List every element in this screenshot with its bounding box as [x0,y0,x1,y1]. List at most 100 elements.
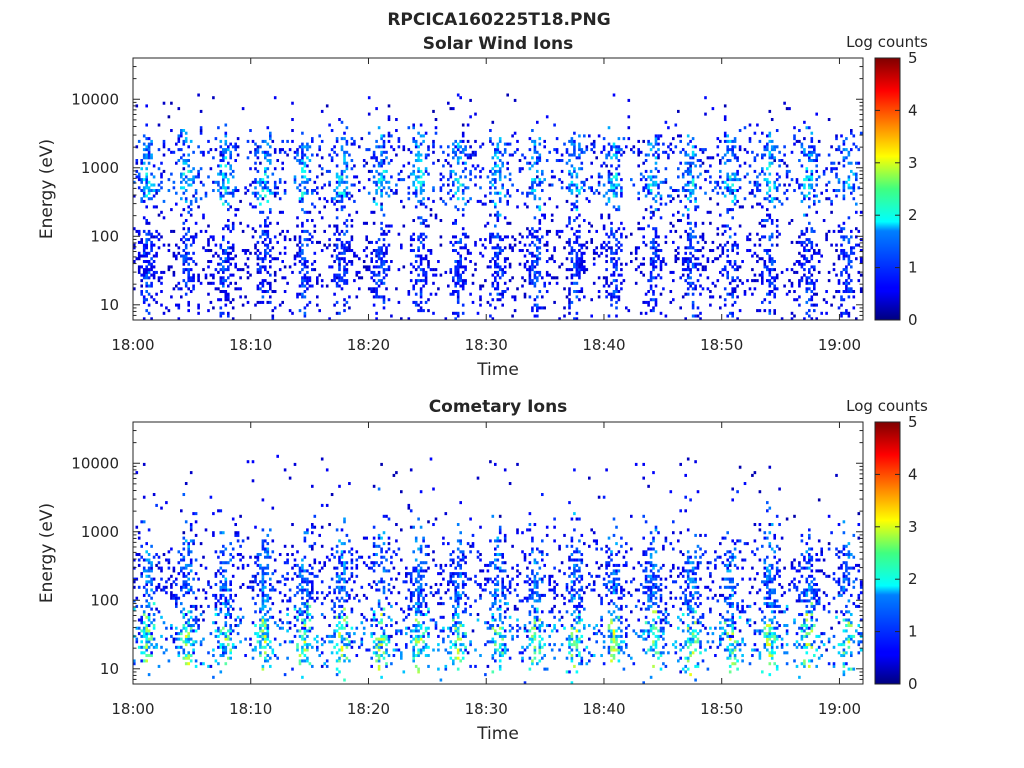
spectrogram-cell [731,314,734,318]
spectrogram-cell [266,232,270,236]
spectrogram-cell [597,290,601,294]
spectrogram-cell [145,640,148,644]
spectrogram-cell [155,563,158,567]
spectrogram-cell [353,142,356,146]
spectrogram-cell [454,145,457,149]
spectrogram-cell [531,178,534,182]
spectrogram-cell [444,202,448,206]
spectrogram-cell [202,662,205,666]
spectrogram-cell [684,189,687,193]
spectrogram-cell [615,262,618,266]
spectrogram-cell [449,169,453,173]
spectrogram-cell [152,265,156,269]
spectrogram-cell [212,254,215,258]
spectrogram-cell [788,183,791,187]
spectrogram-cell [615,249,618,253]
spectrogram-cell [372,199,376,203]
spectrogram-cell [140,640,143,644]
spectrogram-cell [652,153,655,157]
spectrogram-cell [852,246,856,250]
spectrogram-cell [649,178,653,182]
spectrogram-cell [612,191,616,195]
spectrogram-cell [180,566,183,570]
spectrogram-cell [231,169,235,173]
spectrogram-cell [229,626,232,630]
spectrogram-cell [229,262,232,266]
spectrogram-cell [842,238,846,242]
spectrogram-cell [723,298,727,302]
spectrogram-cell [281,148,284,152]
spectrogram-cell [199,604,203,608]
spectrogram-cell [607,240,611,244]
spectrogram-cell [570,300,574,304]
spectrogram-cell [387,115,391,119]
spectrogram-cell [261,295,265,299]
spectrogram-cell [723,118,727,122]
spectrogram-cell [298,662,302,666]
spectrogram-cell [709,156,712,160]
spectrogram-cell [607,216,611,220]
spectrogram-cell [842,164,846,168]
spectrogram-cell [516,139,519,143]
spectrogram-cell [808,221,811,225]
spectrogram-cell [306,279,309,283]
spectrogram-cell [568,306,571,310]
spectrogram-cell [728,139,732,143]
spectrogram-cell [543,281,546,285]
spectrogram-cell [469,172,472,176]
spectrogram-cell [175,577,178,581]
spectrogram-cell [588,134,591,138]
spectrogram-cell [419,123,423,127]
spectrogram-cell [494,153,497,157]
spectrogram-cell [620,262,623,266]
spectrogram-cell [145,637,148,641]
spectrogram-cell [333,249,336,253]
spectrogram-cell [456,240,460,244]
spectrogram-cell [266,153,270,157]
spectrogram-cell [150,235,153,239]
spectrogram-cell [654,300,658,304]
spectrogram-cell [236,566,240,570]
spectrogram-cell [180,588,183,592]
spectrogram-cell [348,246,351,250]
spectrogram-cell [714,284,717,288]
spectrogram-cell [768,257,772,261]
spectrogram-cell [461,208,465,212]
spectrogram-cell [417,156,420,160]
spectrogram-cell [810,243,814,247]
spectrogram-cell [419,295,423,299]
spectrogram-cell [748,249,752,253]
spectrogram-cell [303,621,307,625]
spectrogram-cell [177,139,181,143]
spectrogram-cell [184,654,188,658]
spectrogram-cell [578,153,581,157]
spectrogram-cell [269,607,272,611]
spectrogram-cell [234,254,237,258]
spectrogram-cell [494,287,497,291]
spectrogram-cell [496,191,500,195]
spectrogram-cell [696,279,700,283]
spectrogram-cell [264,219,267,223]
spectrogram-cell [580,161,584,165]
spectrogram-cell [778,164,781,168]
spectrogram-cell [422,284,425,288]
spectrogram-cell [592,191,596,195]
spectrogram-cell [684,246,687,250]
spectrogram-cell [506,167,509,171]
spectrogram-cell [278,148,282,152]
spectrogram-cell [721,246,725,250]
spectrogram-cell [664,180,668,184]
spectrogram-cell [494,251,497,255]
spectrogram-cell [385,251,388,255]
spectrogram-cell [501,268,504,272]
spectrogram-cell [679,199,682,203]
spectrogram-cell [224,189,228,193]
spectrogram-cell [536,150,539,154]
spectrogram-cell [664,314,668,318]
spectrogram-cell [266,300,270,304]
spectrogram-cell [810,139,814,143]
spectrogram-cell [301,161,304,165]
spectrogram-cell [264,172,267,176]
spectrogram-cell [768,172,772,176]
spectrogram-cell [303,640,307,644]
